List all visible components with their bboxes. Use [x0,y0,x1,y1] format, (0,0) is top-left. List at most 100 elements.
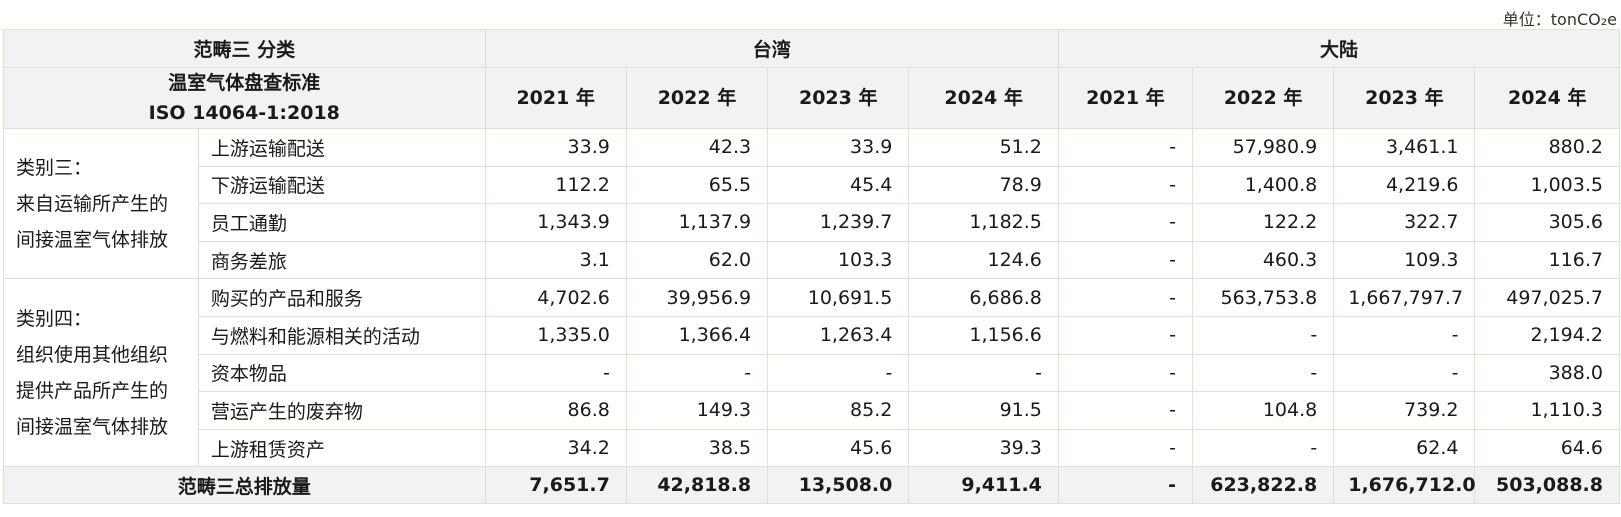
value-cell: - [1057,278,1193,317]
table-row: 资本物品 - - - - - - -388.0 [4,353,1620,393]
value-cell: - [1057,353,1193,393]
value-cell: 124.6 [908,240,1059,280]
category-title: 范畴三 分类 [3,29,486,68]
subcategory-name: 下游运输配送 [197,165,486,205]
total-cell: 7,651.7 [484,466,627,505]
value-cell: 38.5 [625,428,769,468]
value-cell: - [767,353,910,393]
value-cell: 112.2 [484,165,627,205]
category-label-line: 间接温室气体排放 [16,415,169,438]
value-cell: 460.3 [1191,240,1335,280]
value-cell: 1,137.9 [625,203,769,242]
category-label-line: 组织使用其他组织 [16,343,169,366]
year-header: 2023 年 [1333,67,1476,129]
category-label-line: 间接温室气体排放 [16,228,169,251]
year-header: 2023 年 [767,67,910,129]
total-cell: 1,676,712.0 [1333,466,1476,505]
total-cell: 13,508.0 [767,466,910,505]
value-cell: 34.2 [484,428,627,468]
value-cell: - [1057,391,1193,430]
value-cell: 78.9 [908,165,1059,205]
standard-header: 温室气体盘查标准 ISO 14064-1:2018 [3,67,486,129]
value-cell: 122.2 [1191,203,1335,242]
value-cell: 739.2 [1333,391,1476,430]
table-row: 营运产生的废弃物 86.8 149.3 85.2 91.5-104.8 739.2 1,11… [4,391,1620,430]
value-cell: 51.2 [908,128,1059,167]
emissions-table: 范畴三 分类 台湾 大陆 温室气体盘查标准 ISO 14064-1:2018 2… [3,29,1621,505]
value-cell: 109.3 [1333,240,1476,280]
value-cell: - [1057,203,1193,242]
table-row: 上游租赁资产 34.2 38.5 45.6 39.3- -62.4 64.6 [4,428,1620,468]
value-cell: 322.7 [1333,203,1476,242]
value-cell: - [1057,428,1193,468]
value-cell: - [1333,353,1476,393]
standard-line-1: 温室气体盘查标准 [168,72,321,94]
value-cell: 103.3 [767,240,910,280]
value-cell: - [625,353,769,393]
value-cell: 3,461.1 [1333,128,1476,167]
value-cell: 45.6 [767,428,910,468]
subcategory-name: 资本物品 [197,353,486,393]
table-body: 类别三： 来自运输所产生的 间接温室气体排放 上游运输配送 33.9 42.3 33.9 51… [3,127,1620,468]
unit-label: 单位：tonCO₂e [1502,10,1617,29]
year-header: 2021 年 [1057,67,1193,129]
value-cell: 39.3 [908,428,1059,468]
table-row: 与燃料和能源相关的活动 1,335.0 1,366.4 1,263.4 1,156.6-… [4,315,1620,355]
value-cell: 45.4 [767,165,910,205]
header-row-regions: 范畴三 分类 台湾 大陆 [3,29,1621,68]
value-cell: 3.1 [484,240,627,280]
total-cell: 623,822.8 [1191,466,1335,505]
value-cell: 4,702.6 [484,278,627,317]
year-header: 2022 年 [625,67,769,129]
value-cell: - [1057,240,1193,280]
total-cell: 42,818.8 [625,466,769,505]
value-cell: 1,003.5 [1474,165,1620,205]
value-cell: - [1191,353,1335,393]
value-cell: 85.2 [767,391,910,430]
total-row: 范畴三总排放量 7,651.7 42,818.8 13,508.0 9,411.… [3,466,1620,505]
value-cell: 33.9 [484,128,627,167]
value-cell: 64.6 [1474,428,1620,468]
value-cell: 39,956.9 [625,278,769,317]
category-label-line: 提供产品所产生的 [16,379,169,402]
value-cell: - [1191,428,1335,468]
value-cell: 149.3 [625,391,769,430]
value-cell: 305.6 [1474,203,1620,242]
value-cell: 388.0 [1474,353,1620,393]
value-cell: 116.7 [1474,240,1620,280]
value-cell: - [1333,315,1476,355]
value-cell: - [1191,315,1335,355]
value-cell: 2,194.2 [1474,315,1620,355]
category-label-line: 类别三： [16,156,93,179]
year-header: 2021 年 [484,67,627,129]
value-cell: 86.8 [484,391,627,430]
value-cell: 497,025.7 [1474,278,1620,317]
value-cell: - [1057,165,1193,205]
subcategory-name: 商务差旅 [197,240,486,280]
total-cell: 9,411.4 [908,466,1059,505]
category-label-line: 来自运输所产生的 [16,192,169,215]
year-header: 2024 年 [908,67,1059,129]
subcategory-name: 上游租赁资产 [197,428,486,468]
value-cell: 62.4 [1333,428,1476,468]
value-cell: 91.5 [908,391,1059,430]
subcategory-name: 员工通勤 [197,203,486,242]
value-cell: 1,263.4 [767,315,910,355]
value-cell: 1,667,797.7 [1333,278,1476,317]
value-cell: 33.9 [767,128,910,167]
value-cell: 42.3 [625,128,769,167]
subcategory-name: 上游运输配送 [197,128,486,167]
value-cell: 1,110.3 [1474,391,1620,430]
value-cell: 65.5 [625,165,769,205]
total-label: 范畴三总排放量 [3,466,486,505]
year-header: 2022 年 [1191,67,1335,129]
subcategory-name: 营运产生的废弃物 [197,391,486,430]
value-cell: 1,156.6 [908,315,1059,355]
value-cell: 1,343.9 [484,203,627,242]
year-header: 2024 年 [1474,67,1620,129]
value-cell: 1,366.4 [625,315,769,355]
table-row: 商务差旅 3.1 62.0 103.3 124.6-460.3 109.3 116.7 [4,240,1620,280]
value-cell: 880.2 [1474,128,1620,167]
value-cell: 10,691.5 [767,278,910,317]
value-cell: - [1057,128,1193,167]
